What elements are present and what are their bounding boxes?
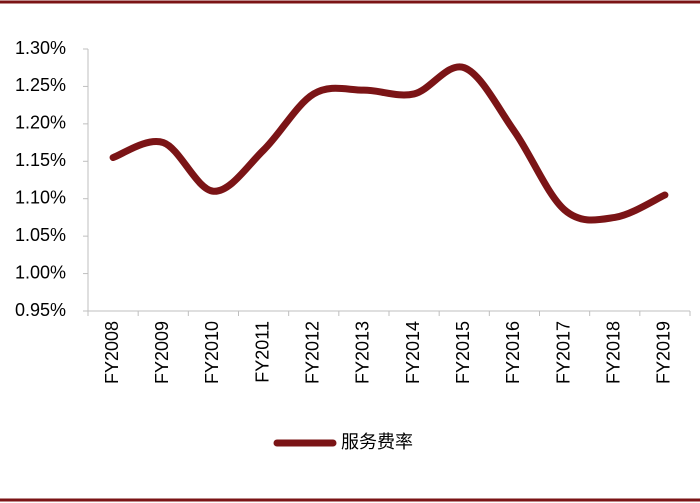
legend-label: 服务费率 [341,432,413,452]
x-tick-label: FY2010 [202,321,222,384]
y-tick-label: 1.10% [15,187,66,207]
x-tick-label: FY2018 [604,321,624,384]
x-tick-label: FY2019 [654,321,674,384]
y-tick-label: 1.30% [15,38,66,58]
x-tick-label: FY2012 [303,321,323,384]
x-tick-label: FY2011 [252,321,272,383]
y-tick-label: 1.25% [15,75,66,95]
x-tick-label: FY2016 [503,321,523,384]
y-tick-label: 1.15% [15,150,66,170]
y-tick-label: 0.95% [15,300,66,320]
y-tick-label: 1.20% [15,113,66,133]
x-tick-label: FY2017 [553,321,573,384]
line [109,63,669,224]
x-tick-label: FY2015 [453,321,473,384]
x-tick-label: FY2013 [353,321,373,384]
y-tick-label: 1.00% [15,262,66,282]
x-tick-label: FY2014 [403,321,423,384]
x-tick-label: FY2009 [152,321,172,384]
x-tick-label: FY2008 [102,321,122,384]
y-tick-label: 1.05% [15,225,66,245]
